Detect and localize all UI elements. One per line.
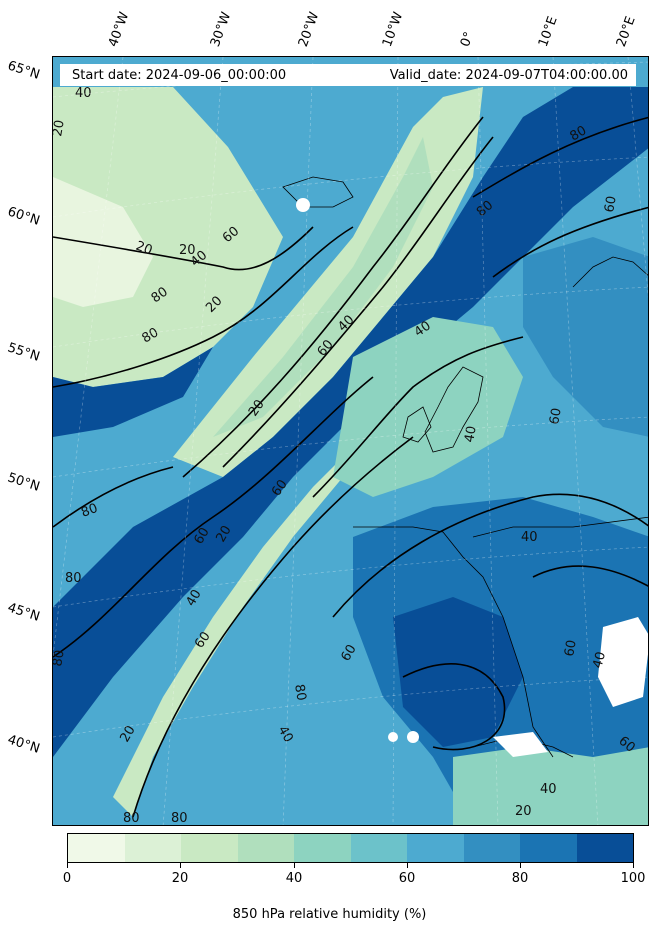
lat-label: 60°N — [5, 204, 42, 229]
colorbar — [67, 833, 634, 863]
contour-label: 20 — [117, 723, 138, 745]
lon-label: 20°W — [295, 10, 323, 49]
contour-label: 40 — [75, 86, 92, 101]
moist-band-diagonal — [53, 87, 648, 757]
contour-label: 80 — [123, 811, 140, 826]
contour-label: 80 — [291, 683, 309, 702]
colorbar-label: 850 hPa relative humidity (%) — [232, 907, 427, 922]
lat-label: 55°N — [5, 340, 42, 365]
very-dry-region-nw — [53, 177, 153, 307]
colorbar-segment — [463, 834, 520, 862]
colorbar-tick-label: 40 — [285, 871, 303, 886]
contour-label: 80 — [140, 325, 162, 346]
colorbar-tick-label: 20 — [171, 871, 189, 886]
lon-label: 20°E — [613, 14, 639, 50]
colorbar-segment — [237, 834, 294, 862]
contour-label: 80 — [79, 501, 100, 521]
contour-label: 40 — [183, 587, 204, 609]
lon-label: 40°W — [105, 10, 133, 49]
colorbar-tick — [180, 863, 181, 868]
contour-label: 20 — [213, 523, 234, 545]
colorbar-tick — [633, 863, 634, 868]
contour-label: 40 — [590, 650, 609, 670]
colorbar-tick — [520, 863, 521, 868]
colorbar-segment — [181, 834, 238, 862]
colorbar-tick-label: 80 — [511, 871, 529, 886]
very-moist-core-east — [393, 597, 523, 747]
lon-label: 30°W — [207, 10, 235, 49]
info-bar: Start date: 2024-09-06_00:00:00 Valid_da… — [60, 64, 636, 86]
lat-label: 50°N — [5, 470, 42, 495]
contour-label: 60 — [547, 407, 565, 426]
contour-label: 60 — [602, 195, 620, 214]
contour-label: 60 — [338, 642, 359, 664]
colorbar-segment — [576, 834, 633, 862]
lat-label: 40°N — [5, 732, 42, 757]
colorbar-tick — [294, 863, 295, 868]
colorbar-segment — [350, 834, 407, 862]
mid-humidity-central — [333, 317, 523, 497]
valid-date-label: Valid_date: 2024-09-07T04:00:00.00 — [389, 67, 628, 83]
contour-label: 80 — [568, 123, 590, 144]
moist-band-west — [53, 347, 213, 437]
colorbar-segment — [124, 834, 181, 862]
contour-label: 60 — [562, 639, 580, 658]
colorbar-tick-label: 100 — [620, 871, 646, 886]
lon-label: 0° — [457, 29, 478, 49]
lat-label: 65°N — [5, 58, 42, 83]
contour-label: 40 — [462, 425, 480, 444]
dry-region-south — [453, 747, 648, 825]
moist-scandinavia — [523, 237, 648, 437]
dry-region-west — [53, 87, 283, 387]
start-date-label: Start date: 2024-09-06_00:00:00 — [72, 67, 287, 83]
colorbar-tick — [407, 863, 408, 868]
colorbar-tick-label: 60 — [398, 871, 416, 886]
contour-label: 80 — [53, 649, 68, 668]
lon-label: 10°E — [535, 14, 561, 50]
contour-label: 40 — [521, 530, 538, 545]
lat-label: 45°N — [5, 600, 42, 625]
contour-label: 40 — [275, 724, 296, 746]
lon-label: 10°W — [379, 10, 407, 49]
map-svg: 40 20 20 20 40 60 80 20 80 40 60 80 60 2… — [53, 57, 648, 826]
colorbar-segment — [520, 834, 577, 862]
colorbar-segment — [407, 834, 464, 862]
contour-label: 20 — [134, 239, 155, 259]
contour-label: 80 — [171, 811, 188, 826]
colorbar-tick-label: 0 — [62, 871, 72, 886]
graticule — [53, 57, 648, 825]
contours — [53, 116, 648, 818]
missing-data-patches — [296, 198, 648, 757]
contour-label: 20 — [53, 119, 68, 138]
colorbar-segment — [68, 834, 125, 862]
humidity-map: 40 20 20 20 40 60 80 20 80 40 60 80 60 2… — [52, 56, 649, 826]
contour-label: 40 — [540, 782, 557, 797]
contour-label: 20 — [515, 804, 532, 819]
contour-label: 80 — [65, 571, 82, 586]
dry-filament — [113, 447, 353, 817]
colorbar-tick — [67, 863, 68, 868]
contour-label: 20 — [179, 243, 196, 258]
dry-tongue-core — [213, 137, 433, 437]
colorbar-segment — [294, 834, 351, 862]
contour-label: 60 — [191, 525, 212, 547]
